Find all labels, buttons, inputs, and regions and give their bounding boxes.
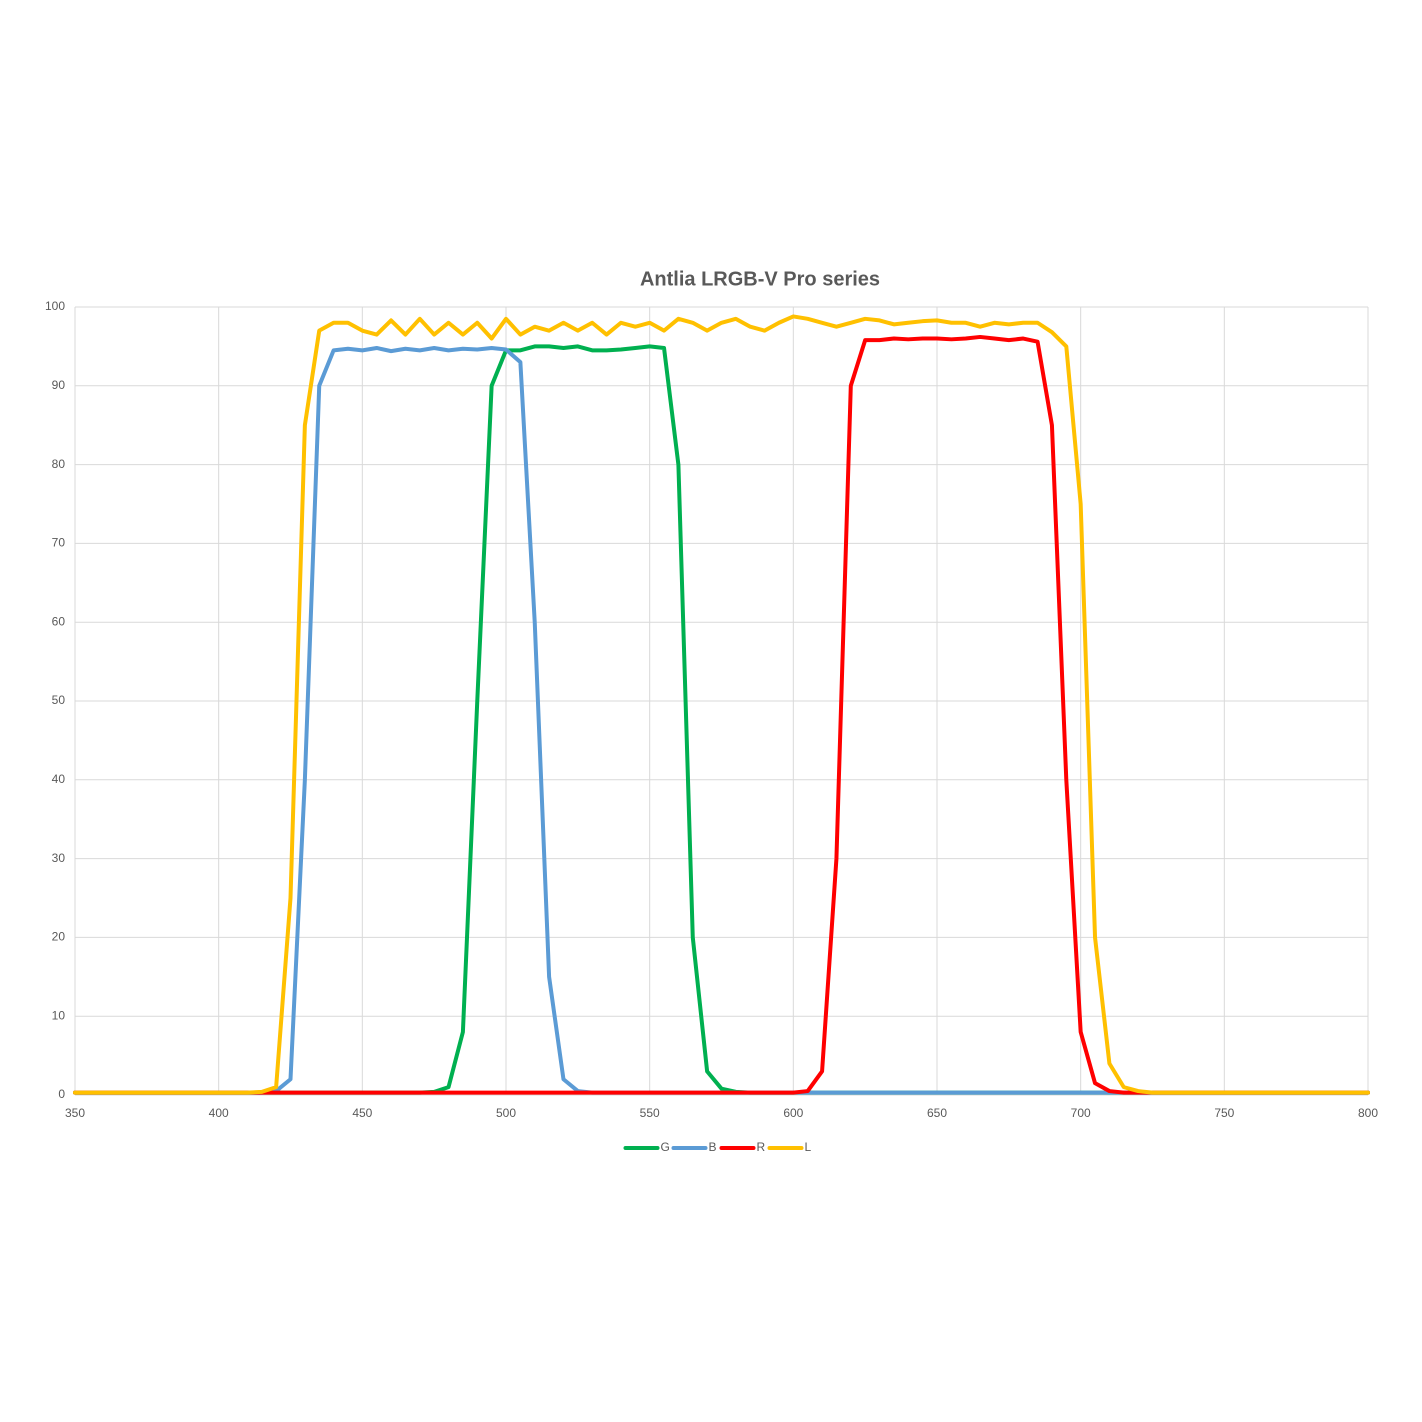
x-tick-label: 400 xyxy=(209,1106,229,1120)
series-line xyxy=(73,344,1370,1095)
x-tick-label: 700 xyxy=(1071,1106,1091,1120)
chart-title: Antlia LRGB-V Pro series xyxy=(640,268,880,290)
x-tick-label: 800 xyxy=(1358,1106,1378,1120)
y-tick-label: 70 xyxy=(52,536,66,550)
x-tick-label: 600 xyxy=(783,1106,803,1120)
legend-label: R xyxy=(757,1140,766,1154)
x-tick-label: 350 xyxy=(65,1106,85,1120)
x-tick-label: 650 xyxy=(927,1106,947,1120)
y-tick-label: 20 xyxy=(52,930,66,944)
y-tick-label: 30 xyxy=(52,851,66,865)
y-tick-label: 100 xyxy=(45,299,65,313)
series-line xyxy=(73,314,1370,1095)
y-tick-label: 90 xyxy=(52,378,66,392)
x-tick-label: 550 xyxy=(640,1106,660,1120)
legend-label: G xyxy=(661,1140,670,1154)
y-tick-label: 0 xyxy=(58,1087,65,1101)
y-tick-label: 50 xyxy=(52,693,66,707)
y-tick-label: 40 xyxy=(52,772,66,786)
x-tick-label: 500 xyxy=(496,1106,516,1120)
y-tick-label: 10 xyxy=(52,1008,66,1022)
legend-label: B xyxy=(709,1140,717,1154)
series-line xyxy=(73,334,1370,1095)
legend-label: L xyxy=(805,1140,812,1154)
series-line xyxy=(73,345,1370,1095)
y-tick-label: 80 xyxy=(52,457,66,471)
y-tick-label: 60 xyxy=(52,614,66,628)
x-tick-label: 750 xyxy=(1214,1106,1234,1120)
x-tick-label: 450 xyxy=(352,1106,372,1120)
